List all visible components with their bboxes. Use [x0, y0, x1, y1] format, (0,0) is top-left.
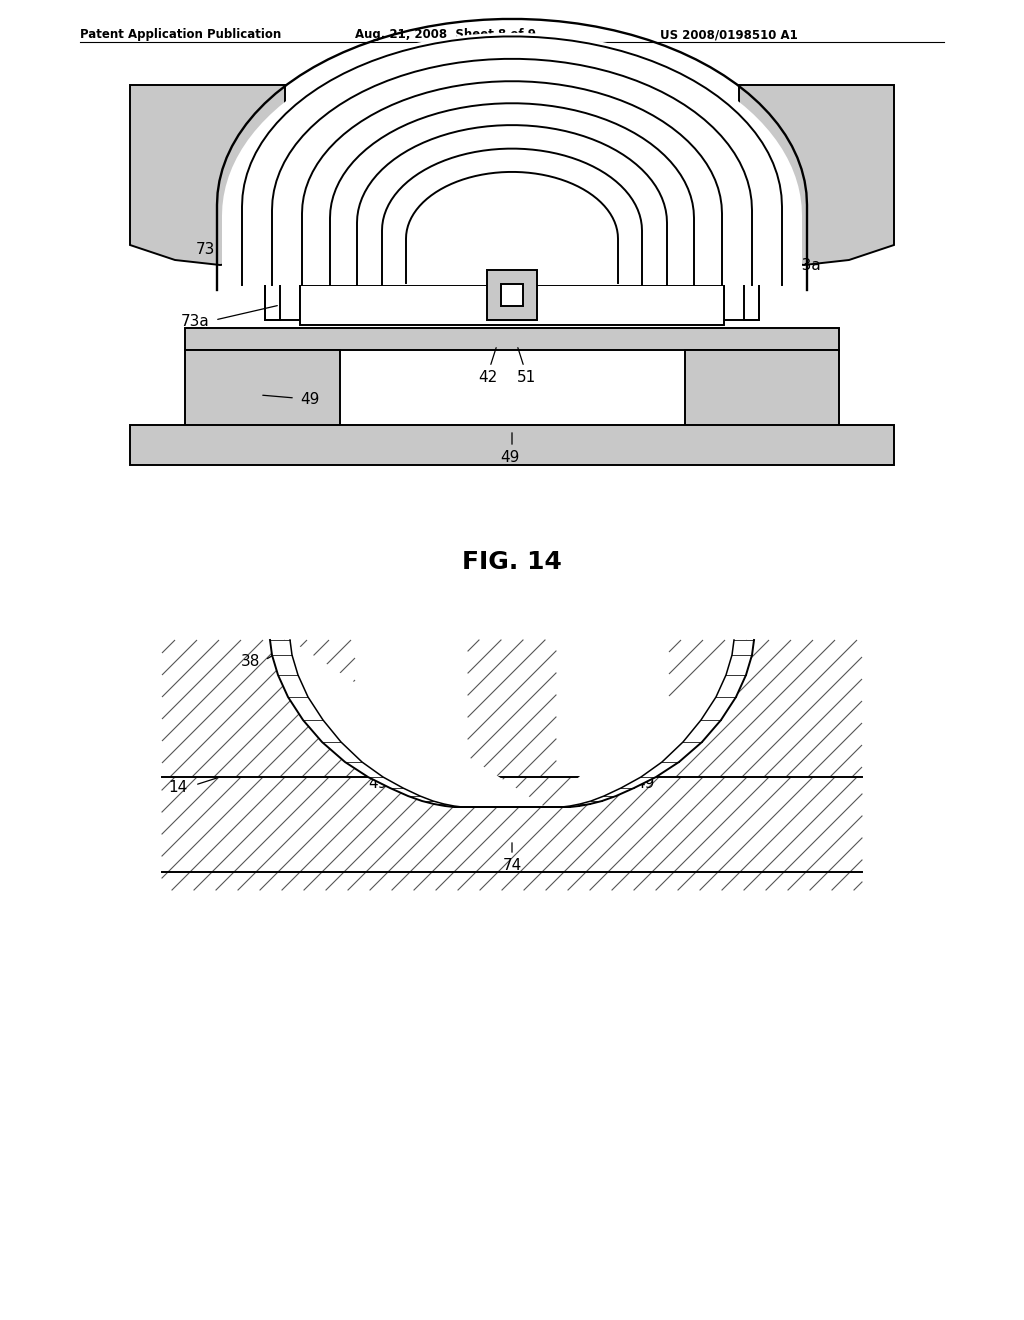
Text: 51: 51 — [310, 692, 330, 708]
Bar — [300, 285, 724, 325]
Text: 49: 49 — [300, 392, 319, 408]
Bar — [487, 271, 537, 319]
Bar — [185, 327, 839, 350]
Text: 42: 42 — [698, 692, 717, 708]
Bar — [185, 350, 340, 430]
Text: 73: 73 — [196, 243, 215, 257]
Text: Patent Application Publication: Patent Application Publication — [80, 28, 282, 41]
Text: FIG. 13: FIG. 13 — [462, 65, 562, 88]
Text: US 2008/0198510 A1: US 2008/0198510 A1 — [660, 28, 798, 41]
Text: 71: 71 — [562, 107, 582, 123]
Polygon shape — [290, 640, 734, 807]
Text: 73a: 73a — [793, 257, 821, 272]
Text: 49: 49 — [635, 776, 654, 791]
Bar — [685, 350, 839, 430]
Text: 49: 49 — [501, 450, 520, 465]
Text: 49: 49 — [369, 776, 388, 791]
Polygon shape — [705, 246, 759, 319]
Text: FIG. 14: FIG. 14 — [462, 550, 562, 574]
Text: Aug. 21, 2008  Sheet 8 of 9: Aug. 21, 2008 Sheet 8 of 9 — [355, 28, 536, 41]
Text: 51: 51 — [516, 370, 536, 385]
Polygon shape — [545, 640, 754, 807]
Text: 73a: 73a — [181, 314, 210, 330]
Polygon shape — [222, 33, 802, 285]
Polygon shape — [265, 246, 319, 319]
Bar — [501, 284, 523, 306]
Text: 42: 42 — [478, 370, 498, 385]
Polygon shape — [130, 84, 285, 265]
Bar — [130, 425, 894, 465]
Polygon shape — [270, 640, 479, 807]
Text: 14: 14 — [169, 780, 188, 795]
Polygon shape — [739, 84, 894, 265]
Text: 74: 74 — [503, 858, 521, 873]
Text: 38: 38 — [241, 655, 260, 669]
